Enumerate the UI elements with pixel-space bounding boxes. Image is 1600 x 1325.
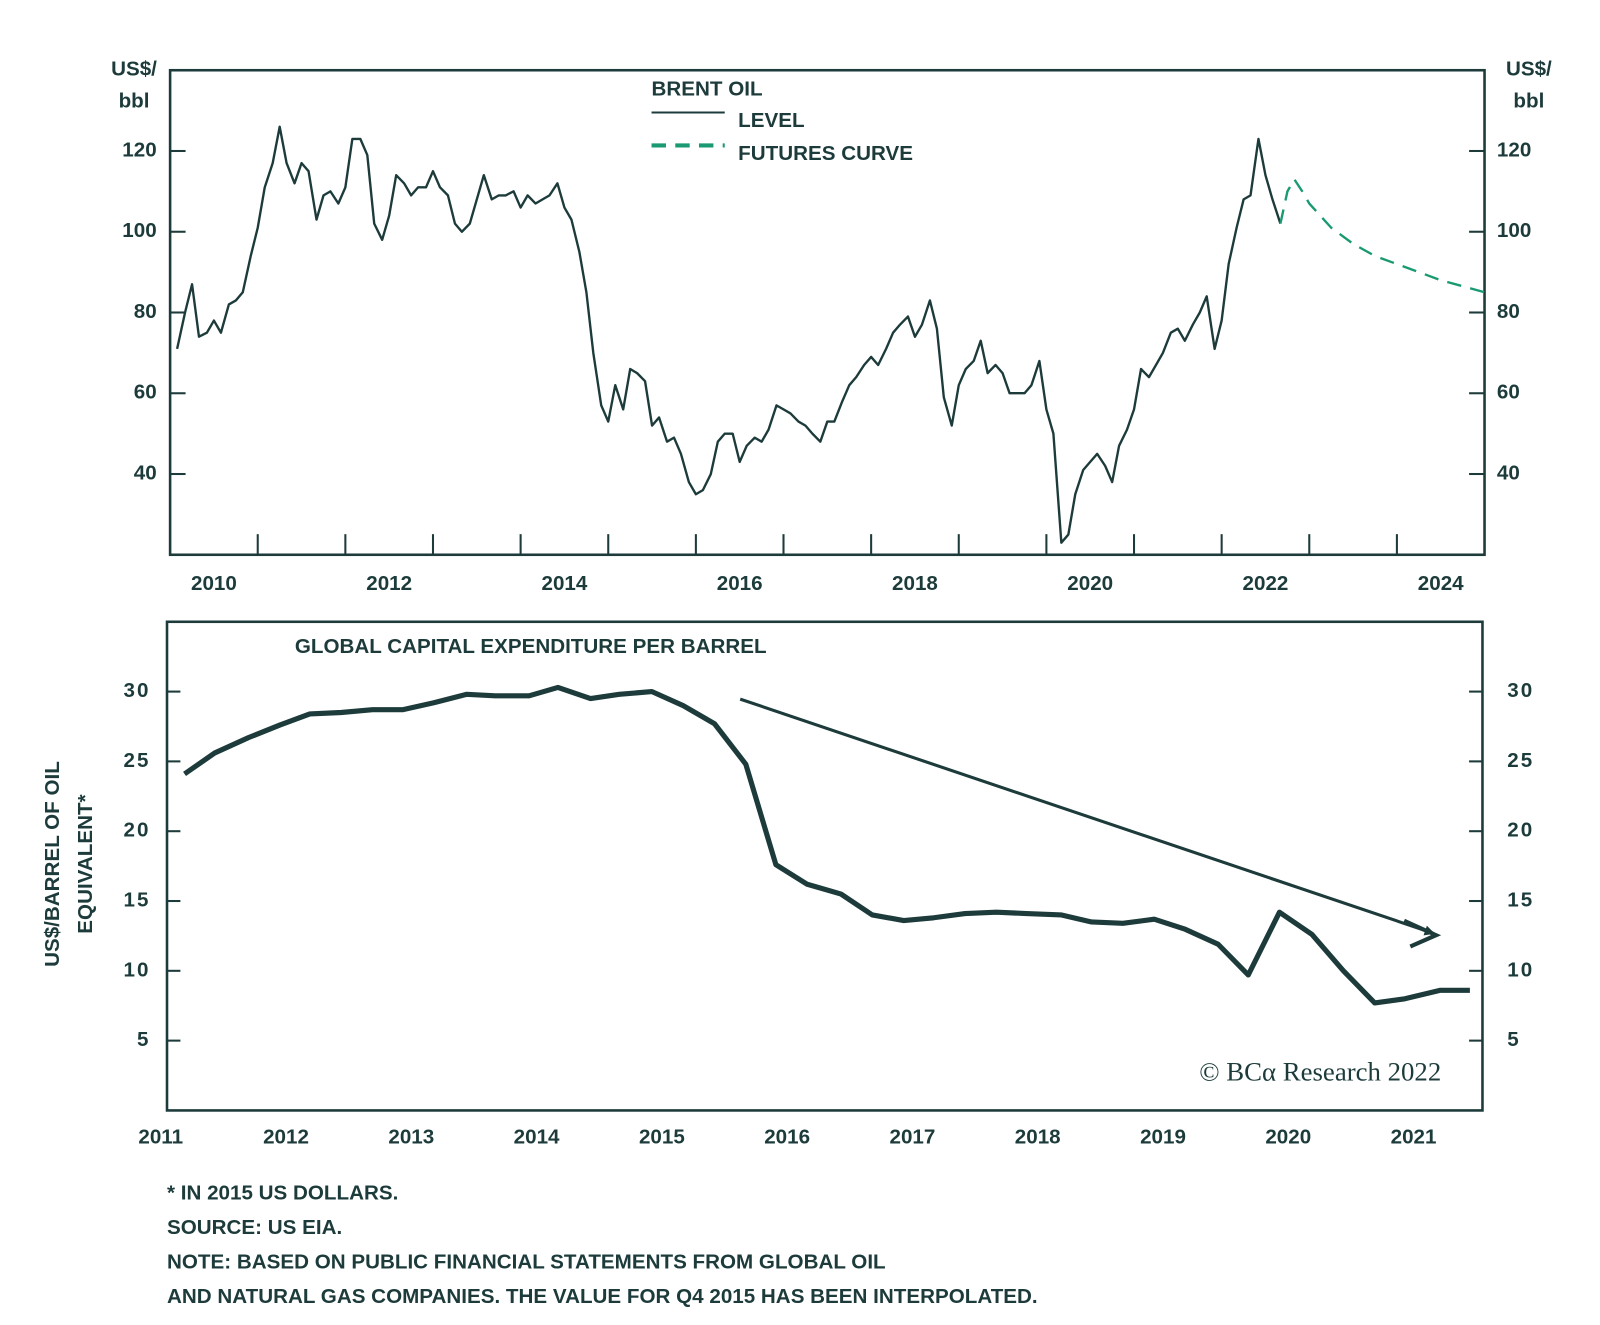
x-tick-label: 2021 [1391,1126,1437,1149]
y-tick-label: 80 [134,300,157,323]
x-tick-label: 2019 [1140,1126,1186,1149]
x-tick-label: 2016 [717,572,763,595]
y-axis-label: EQUIVALENT* [74,794,97,933]
y-tick-label: 120 [122,138,156,161]
footnote: AND NATURAL GAS COMPANIES. THE VALUE FOR… [167,1285,1038,1308]
y-tick-label: 15 [123,888,150,911]
y2-axis-label: bbl [1513,90,1544,113]
y-tick-label: 10 [123,958,150,981]
footnote: SOURCE: US EIA. [167,1216,342,1239]
x-tick-label: 2014 [542,572,588,595]
footnote: NOTE: BASED ON PUBLIC FINANCIAL STATEMEN… [167,1250,886,1273]
y2-axis-label: US$/ [1506,58,1552,81]
trend-arrow [739,697,1435,936]
y2-tick-label: 10 [1507,958,1534,981]
y2-tick-label: 20 [1507,819,1534,842]
y-tick-label: 5 [137,1028,151,1051]
data-line [183,684,1470,1006]
x-tick-label: 2016 [764,1126,810,1149]
x-tick-label: 2024 [1418,572,1464,595]
y-tick-label: 25 [123,749,150,772]
x-tick-label: 2014 [514,1126,560,1149]
y-axis-label: US$/ [111,58,157,81]
x-tick-label: 2022 [1243,572,1289,595]
y-tick-label: 40 [134,461,157,484]
x-tick-label: 2012 [263,1126,309,1149]
y-tick-label: 20 [123,819,150,842]
y-axis-label: US$/BARREL OF OIL [41,761,64,967]
x-tick-label: 2013 [388,1126,434,1149]
y2-tick-label: 15 [1507,888,1534,911]
x-tick-label: 2020 [1265,1126,1311,1149]
x-tick-label: 2015 [639,1126,685,1149]
legend-title: BRENT OIL [652,77,763,100]
y2-tick-label: 80 [1497,300,1520,323]
x-tick-label: 2017 [890,1126,936,1149]
y2-tick-label: 30 [1507,679,1534,702]
data-line [1279,178,1485,294]
copyright: © BCα Research 2022 [1199,1057,1441,1087]
x-tick-label: 2011 [138,1126,183,1149]
x-tick-label: 2018 [892,572,938,595]
y-tick-label: 30 [123,679,150,702]
plot-frame [165,620,1484,1112]
y-axis-label: bbl [119,90,150,113]
x-tick-label: 2012 [366,572,412,595]
y-tick-label: 60 [134,381,157,404]
y-axis-label-group: US$/BARREL OF OIL EQUIVALENT* [41,761,97,967]
x-tick-label: 2010 [191,572,237,595]
y2-tick-label: 60 [1497,381,1520,404]
arrow-head [1403,918,1442,949]
chart-title: GLOBAL CAPITAL EXPENDITURE PER BARREL [295,635,767,658]
y2-tick-label: 25 [1507,749,1534,772]
y2-tick-label: 100 [1497,219,1531,242]
legend-label: FUTURES CURVE [738,142,913,165]
x-tick-label: 2018 [1015,1126,1061,1149]
y-tick-label: 100 [122,219,156,242]
data-line [175,125,1282,544]
y2-tick-label: 120 [1497,138,1531,161]
legend-label: LEVEL [738,109,804,132]
footnote: * IN 2015 US DOLLARS. [167,1181,398,1204]
y2-tick-label: 40 [1497,461,1520,484]
x-tick-label: 2020 [1067,572,1113,595]
y2-tick-label: 5 [1507,1028,1521,1051]
